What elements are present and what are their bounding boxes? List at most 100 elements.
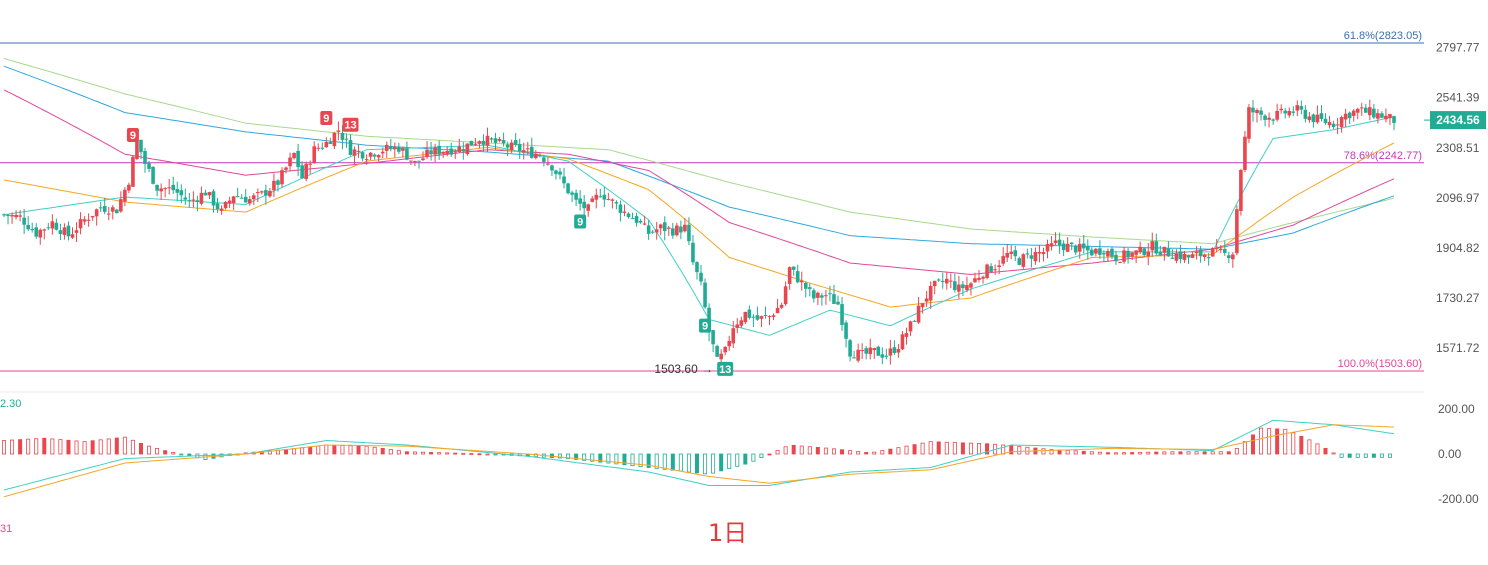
macd-histogram-bar xyxy=(90,440,95,455)
candle-body xyxy=(505,144,510,148)
macd-histogram-bar xyxy=(1009,445,1014,455)
candle-body xyxy=(836,301,840,305)
macd-histogram-bar xyxy=(1267,428,1272,455)
macd-histogram-bar xyxy=(1226,451,1231,455)
candle-body xyxy=(578,198,582,204)
macd-histogram-bar xyxy=(1275,428,1280,455)
candle-body xyxy=(364,159,369,161)
price-axis: 2797.77 2541.39 2308.51 2096.97 1904.82 1730.… xyxy=(1424,41,1486,506)
candle-body xyxy=(1327,121,1332,126)
candle-body xyxy=(187,200,192,202)
candle-body xyxy=(586,204,591,211)
candle-body xyxy=(163,188,167,190)
candle-body xyxy=(38,229,43,238)
candle-body xyxy=(940,280,945,283)
macd-histogram-bar xyxy=(1049,449,1054,455)
macd-histogram-bar xyxy=(743,453,748,465)
candle-body xyxy=(844,322,848,339)
osc-tick-label: 0.00 xyxy=(1438,447,1462,461)
candle-body xyxy=(820,295,824,298)
candle-body xyxy=(1251,107,1255,113)
candle-body xyxy=(94,209,99,217)
candle-body xyxy=(151,166,155,184)
candle-body xyxy=(538,155,542,157)
candle-body xyxy=(949,280,953,282)
candle-body xyxy=(695,262,699,273)
candle-body xyxy=(1231,254,1235,260)
candle-body xyxy=(1138,246,1142,253)
period-label[interactable]: 1日 xyxy=(708,519,748,547)
candle-body xyxy=(763,314,768,316)
candle-body xyxy=(1077,243,1082,252)
macd-histogram-bar xyxy=(1081,450,1086,455)
macd-histogram-bar xyxy=(66,439,71,455)
macd-histogram-bar xyxy=(896,447,901,455)
macd-histogram-bar xyxy=(864,452,869,455)
fib-label: 61.8%(2823.05) xyxy=(1344,30,1422,42)
macd-histogram-bar xyxy=(42,437,47,455)
candle-body xyxy=(437,145,441,155)
candle-body xyxy=(1158,252,1163,255)
macd-histogram-bar xyxy=(1242,441,1247,455)
candle-body xyxy=(634,216,639,223)
macd-histogram-bar xyxy=(171,452,176,455)
candle-body xyxy=(803,282,808,289)
macd-histogram-bar xyxy=(1114,452,1119,455)
candle-body xyxy=(1029,255,1034,259)
candle-body xyxy=(969,283,973,288)
candle-body xyxy=(58,230,63,234)
candle-body xyxy=(1037,251,1042,254)
macd-dif-line xyxy=(3,419,1395,491)
macd-histogram-bar xyxy=(18,439,23,455)
macd-histogram-bar xyxy=(807,446,812,455)
candle-body xyxy=(787,267,792,284)
macd-histogram-bar xyxy=(461,452,466,455)
macd-histogram-bar xyxy=(1347,453,1352,458)
candle-body xyxy=(1287,110,1292,116)
candle-body xyxy=(384,144,389,151)
osc-tick-label: 200.00 xyxy=(1438,402,1475,416)
candle-body xyxy=(1198,249,1203,257)
candle-body xyxy=(1106,250,1110,257)
candle-body xyxy=(264,190,268,196)
candle-body xyxy=(1271,119,1275,121)
macd-histogram-bar xyxy=(1025,446,1030,455)
candle-body xyxy=(344,138,349,140)
candle-body xyxy=(622,211,627,213)
candle-body xyxy=(135,139,139,160)
candle-body xyxy=(18,215,22,217)
candle-body xyxy=(1073,245,1078,253)
candle-body xyxy=(1166,248,1171,257)
candle-body xyxy=(912,320,917,322)
candle-body xyxy=(1182,254,1187,261)
candle-body xyxy=(175,189,180,193)
candle-body xyxy=(1130,252,1134,257)
price-tick-label: 1904.82 xyxy=(1436,241,1480,255)
macd-histogram-bar xyxy=(1170,451,1175,455)
candle-body xyxy=(904,333,909,337)
candle-body xyxy=(1351,110,1356,116)
candle-body xyxy=(1283,110,1288,114)
candle-body xyxy=(288,157,292,167)
candle-body xyxy=(711,330,715,345)
candle-body xyxy=(771,315,776,317)
macd-histogram-bar xyxy=(606,453,611,464)
macd-histogram-bar xyxy=(1138,451,1143,455)
candle-body xyxy=(70,234,75,238)
candle-body xyxy=(62,227,67,235)
macd-histogram-bar xyxy=(638,453,643,468)
candle-body xyxy=(227,200,232,204)
macd-histogram-bar xyxy=(340,445,345,455)
macd-histogram-bar xyxy=(823,447,828,455)
macd-histogram-bar xyxy=(388,449,393,455)
macd-histogram-bar xyxy=(670,453,675,471)
candle-body xyxy=(1299,106,1304,110)
candle-body xyxy=(110,207,115,212)
candles-layer xyxy=(2,99,1396,365)
td-badge xyxy=(126,127,139,142)
candle-body xyxy=(2,214,6,216)
candle-body xyxy=(1275,110,1279,120)
macd-histogram-bar xyxy=(412,451,417,455)
